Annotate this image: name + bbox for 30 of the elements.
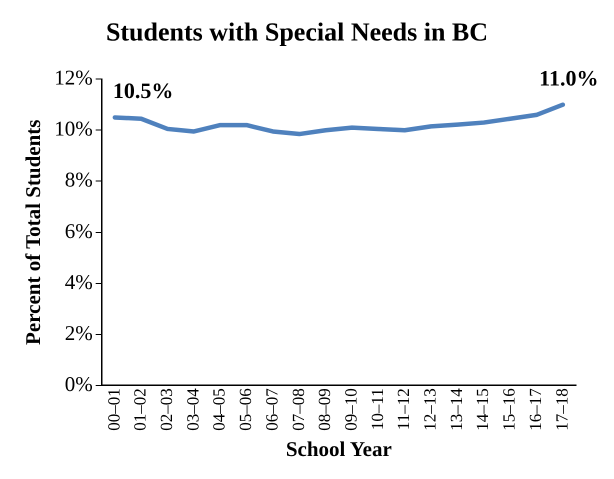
y-tick-label: 0% xyxy=(64,372,93,396)
x-tick-label: 08–09 xyxy=(315,388,334,431)
x-tick-label: 00–01 xyxy=(104,388,124,431)
x-tick-label: 10–11 xyxy=(368,388,387,430)
y-tick-label: 6% xyxy=(64,218,93,243)
x-tick-label: 05–06 xyxy=(236,388,256,431)
x-tick-label: 11–12 xyxy=(394,388,414,430)
y-tick-label: 4% xyxy=(64,270,93,294)
x-axis-title: School Year xyxy=(286,436,392,461)
x-tick-label: 16–17 xyxy=(526,388,545,431)
y-tick-label: 10% xyxy=(54,116,93,141)
x-tick-label: 12–13 xyxy=(420,388,440,431)
x-tick-label: 15–16 xyxy=(500,388,519,431)
y-tick-label: 2% xyxy=(64,320,93,345)
y-axis-title: Percent of Total Students xyxy=(21,120,46,345)
x-tick-label: 02–03 xyxy=(157,388,176,431)
x-tick-label: 01–02 xyxy=(130,388,150,431)
x-tick-label: 07–08 xyxy=(288,388,308,431)
x-tick-label: 03–04 xyxy=(183,388,202,431)
y-tick-label: 12% xyxy=(54,66,93,90)
annotation: 11.0% xyxy=(539,65,598,90)
x-tick-label: 17–18 xyxy=(552,388,572,431)
y-tick-label: 8% xyxy=(64,168,93,192)
x-tick-label: 14–15 xyxy=(473,388,492,431)
x-tick-label: 06–07 xyxy=(262,388,282,431)
chart-title: Students with Special Needs in BC xyxy=(106,17,488,46)
x-tick-label: 09–10 xyxy=(341,388,360,431)
x-tick-label: 04–05 xyxy=(210,388,229,431)
annotation: 10.5% xyxy=(112,78,174,104)
x-tick-label: 13–14 xyxy=(446,388,466,431)
